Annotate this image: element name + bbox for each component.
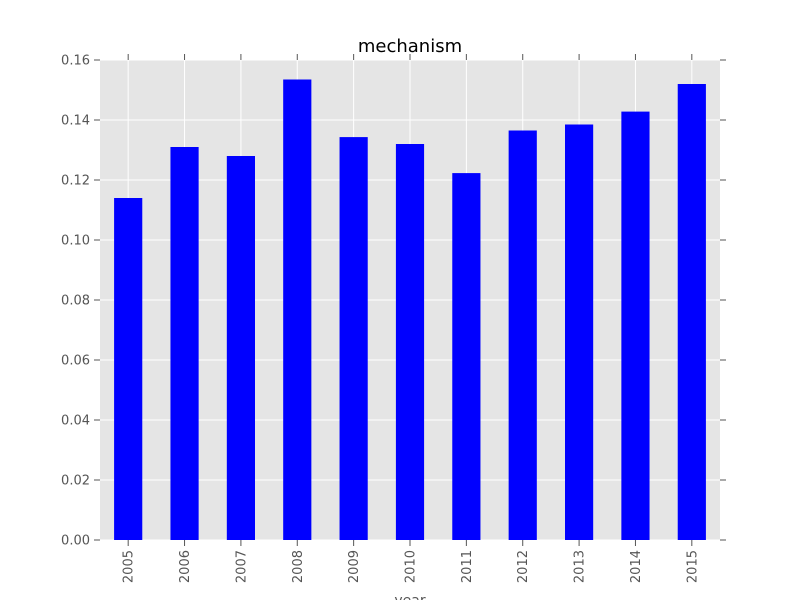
- y-tick-label: 0.12: [61, 174, 90, 189]
- x-tick-labels: 2005 2006 2007 2008 2009 2010 2011 2012 2013 2014…: [122, 550, 701, 583]
- y-tick-label: 0.08: [61, 294, 90, 309]
- x-tick-label: 2013: [573, 550, 588, 583]
- y-tick-label: 0.04: [61, 414, 90, 429]
- bar-2013: [565, 124, 594, 540]
- x-axis-title: year: [394, 593, 425, 600]
- x-tick-label: 2015: [685, 550, 700, 583]
- x-tick-label: 2012: [516, 550, 531, 583]
- x-tick-label: 2011: [460, 550, 475, 583]
- x-tick-label: 2005: [122, 550, 137, 583]
- bar-2008: [283, 79, 312, 540]
- bar-2015: [677, 84, 706, 540]
- y-tick-label: 0.00: [61, 534, 90, 549]
- y-tick-label: 0.14: [61, 114, 90, 129]
- y-tick-labels: 0.00 0.02 0.04 0.06 0.08 0.10 0.12 0.14 0.16: [61, 54, 90, 549]
- x-tick-label: 2006: [178, 550, 193, 583]
- x-tick-label: 2010: [404, 550, 419, 583]
- bars: [114, 79, 706, 540]
- y-tick-label: 0.06: [61, 354, 90, 369]
- bar-2014: [621, 111, 650, 540]
- chart-title: mechanism: [358, 36, 462, 57]
- x-tick-label: 2007: [234, 550, 249, 583]
- bar-2011: [452, 173, 481, 540]
- y-tick-label: 0.10: [61, 234, 90, 249]
- bar-2012: [508, 130, 537, 540]
- bar-2007: [226, 156, 255, 540]
- x-tick-label: 2008: [291, 550, 306, 583]
- bar-2005: [114, 198, 143, 540]
- y-tick-label: 0.16: [61, 54, 90, 69]
- bar-2009: [339, 137, 368, 540]
- bar-2006: [170, 147, 199, 540]
- axis-ticks: [94, 54, 726, 546]
- bar-2010: [395, 144, 425, 540]
- x-tick-label: 2014: [629, 550, 644, 583]
- x-tick-label: 2009: [347, 550, 362, 583]
- y-tick-label: 0.02: [61, 474, 90, 489]
